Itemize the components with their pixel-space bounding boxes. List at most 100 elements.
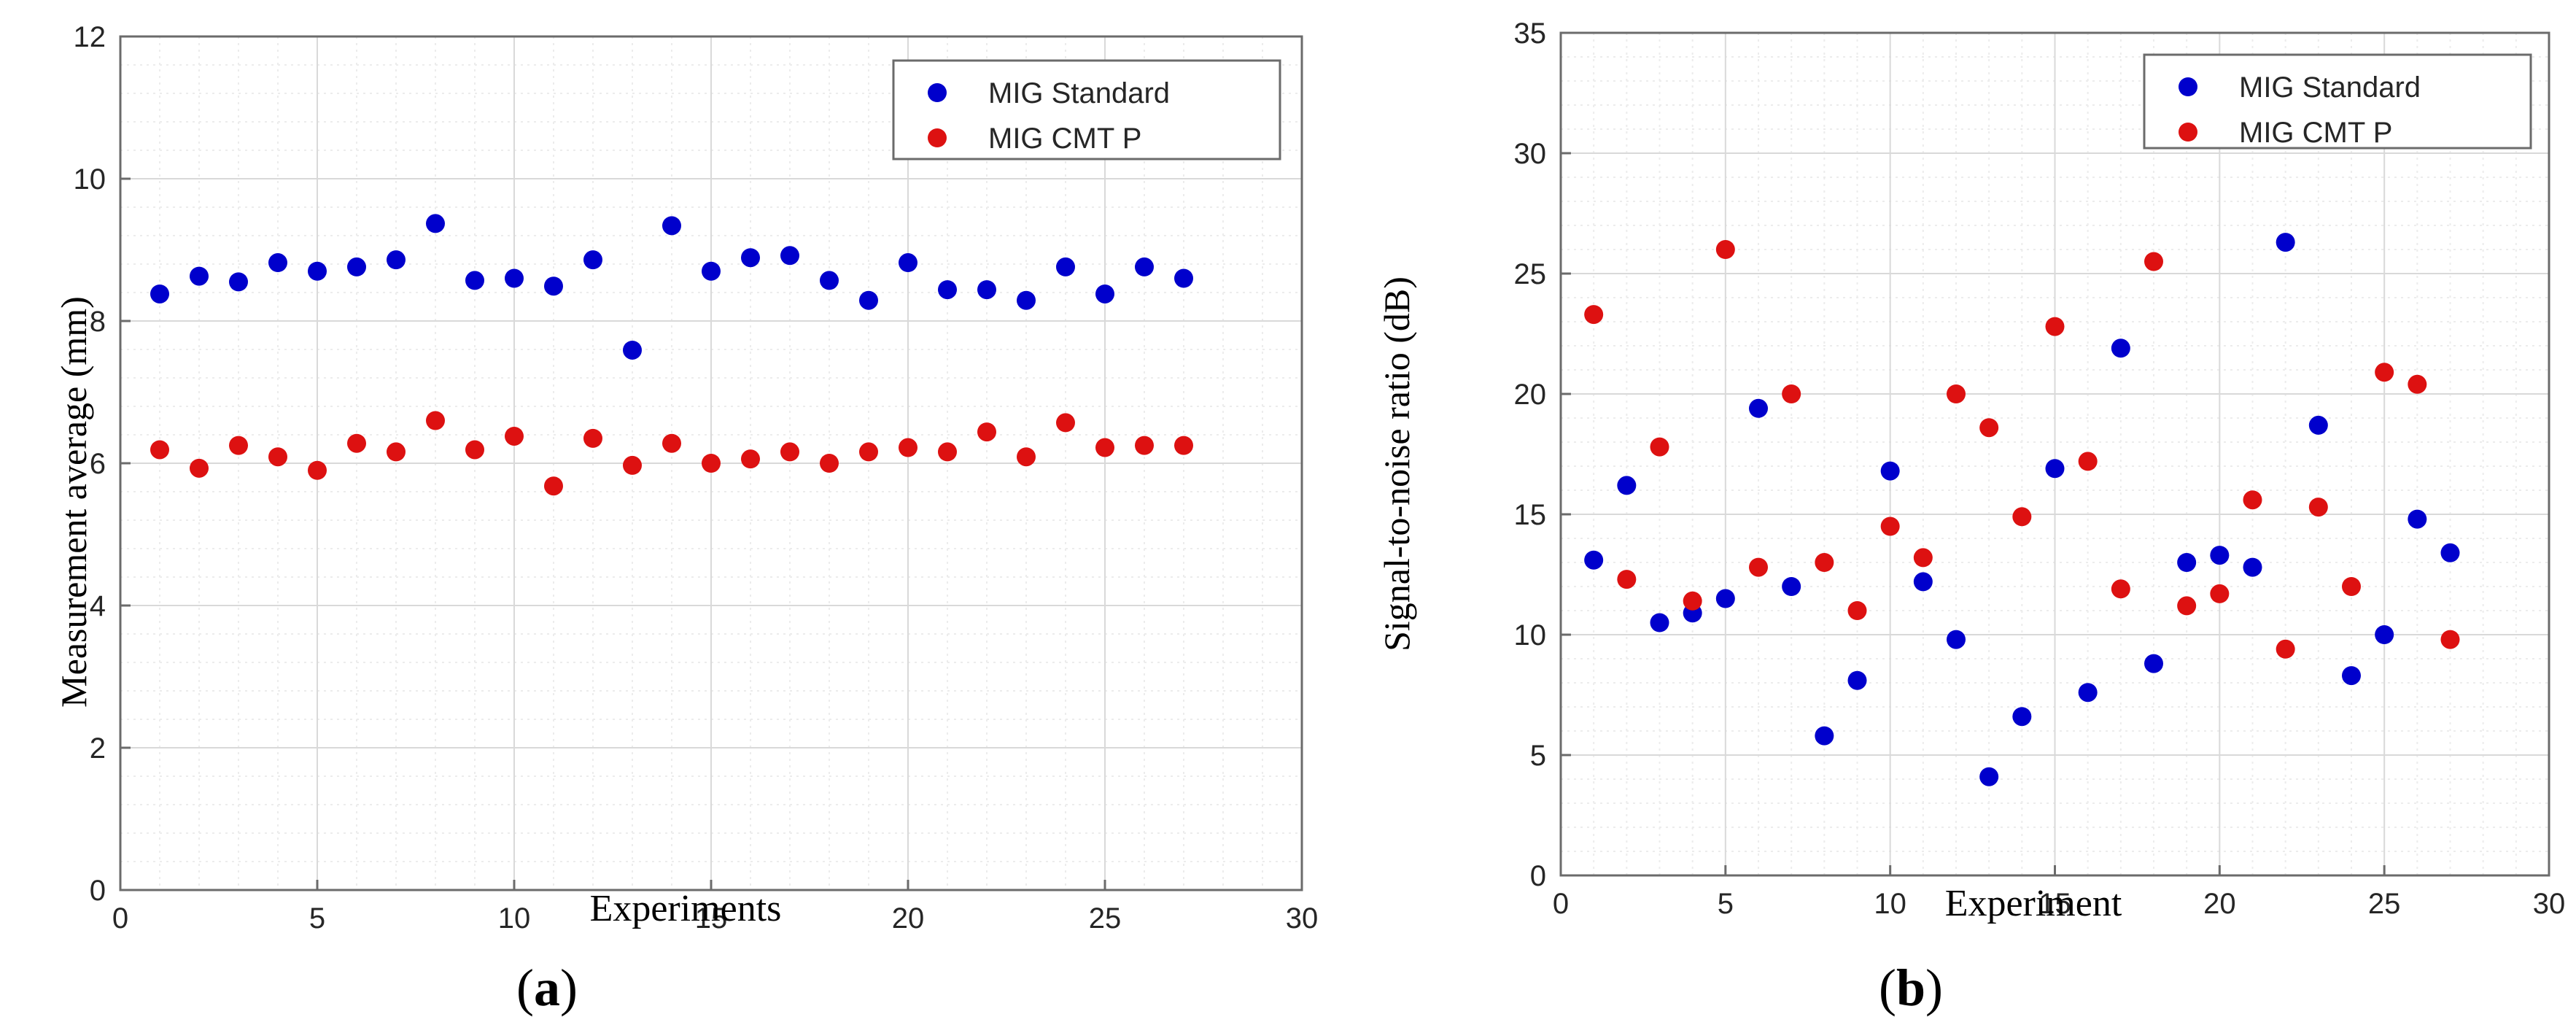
chart-a-point-cmt [702, 454, 721, 473]
chart-a-point-cmt [150, 440, 169, 460]
chart-a-point-standard [859, 290, 878, 310]
chart-a-point-cmt [1135, 436, 1154, 455]
chart-a-legend-label-standard: MIG Standard [988, 77, 1170, 109]
chart-b-point-standard [2408, 509, 2427, 529]
chart-b-point-standard [1782, 577, 1801, 596]
chart-b-x-tick-label: 15 [2038, 888, 2071, 920]
chart-b-point-standard [1617, 476, 1637, 495]
chart-b-caption: (b) [1879, 959, 1943, 1017]
chart-a-y-tick-label: 2 [90, 732, 106, 765]
chart-a-point-cmt [426, 411, 445, 430]
chart-b-point-cmt [1683, 591, 1702, 611]
chart-b-point-standard [2111, 338, 2130, 358]
chart-b-point-standard [2440, 543, 2460, 562]
chart-b-legend-marker-standard [2179, 77, 2197, 96]
chart-b-point-cmt [1617, 570, 1637, 589]
chart-b-point-standard [2045, 459, 2065, 479]
chart-a-point-standard [1056, 257, 1075, 276]
chart-b-point-cmt [2045, 317, 2065, 336]
chart-a-point-standard [465, 271, 484, 290]
chart-a-point-cmt [977, 422, 996, 442]
chart-a-point-standard [308, 261, 327, 281]
chart-a-point-standard [1017, 290, 1036, 310]
chart-b-point-cmt [2144, 252, 2163, 271]
chart-a-x-tick-label: 0 [112, 902, 128, 935]
chart-b-point-cmt [2243, 490, 2262, 510]
chart-b-y-tick-label: 20 [1514, 379, 1547, 411]
chart-a-point-cmt [820, 454, 839, 473]
chart-b-point-cmt [2111, 579, 2130, 599]
chart-b-point-cmt [1782, 384, 1801, 403]
chart-a-point-standard [820, 271, 839, 290]
chart-b-point-standard [2144, 654, 2163, 673]
chart-b-x-tick-label: 5 [1718, 888, 1734, 920]
chart-b-point-cmt [1947, 384, 1966, 403]
chart-a-legend-marker-standard [928, 83, 947, 102]
chart-b-point-standard [2210, 546, 2230, 565]
chart-a-point-cmt [505, 426, 524, 446]
chart-a-point-standard [662, 216, 681, 236]
chart-a-y-tick-label: 4 [90, 590, 106, 622]
chart-b-y-tick-label: 30 [1514, 138, 1547, 170]
chart-a-x-tick-label: 20 [892, 902, 925, 935]
chart-b-x-tick-label: 20 [2203, 888, 2236, 920]
chart-b-point-cmt [1979, 418, 1999, 438]
chart-a-point-standard [899, 253, 917, 273]
chart-a-point-standard [702, 261, 721, 281]
chart-b-legend [2143, 53, 2532, 150]
chart-a-point-cmt [465, 440, 484, 460]
chart-a-point-standard [229, 272, 248, 292]
chart-a-caption: (a) [516, 959, 578, 1017]
chart-b-x-tick-label: 25 [2368, 888, 2401, 920]
chart-b-point-standard [1715, 589, 1735, 608]
chart-a-point-standard [190, 266, 209, 286]
chart-b-legend-label-standard: MIG Standard [2239, 71, 2421, 104]
chart-b-point-cmt [1847, 601, 1867, 620]
chart-a-x-tick-label: 30 [1286, 902, 1319, 935]
chart-b-point-standard [1815, 726, 1834, 746]
chart-a-point-standard [387, 250, 406, 270]
chart-a-point-cmt [190, 458, 209, 478]
chart-b-point-standard [1880, 461, 1900, 481]
chart-b-point-standard [1749, 398, 1768, 418]
chart-b-point-standard [2243, 557, 2262, 577]
chart-a-point-cmt [780, 442, 799, 462]
chart-b-legend-marker-cmt [2179, 123, 2197, 142]
chart-b-point-cmt [2078, 452, 2098, 471]
chart-b-point-cmt [2012, 507, 2032, 527]
chart-b-point-cmt [1880, 516, 1900, 536]
chart-a-point-cmt [1056, 413, 1075, 433]
chart-a-point-cmt [308, 460, 327, 480]
chart-a-point-standard [583, 250, 602, 270]
chart-a-point-cmt [938, 442, 957, 462]
chart-a-point-standard [977, 280, 996, 300]
chart-b-point-standard [1979, 767, 1999, 786]
chart-a-point-standard [1135, 257, 1154, 276]
chart-a-point-cmt [229, 436, 248, 455]
chart-a-point-cmt [1174, 436, 1193, 455]
chart-b-point-cmt [1913, 548, 1933, 568]
chart-b-y-tick-label: 0 [1530, 860, 1546, 892]
chart-b-ylabel: Signal-to-noise ratio (dB) [1376, 276, 1417, 651]
chart-b-x-tick-label: 30 [2533, 888, 2566, 920]
chart-a-point-standard [623, 340, 642, 360]
chart-a-y-tick-label: 10 [74, 163, 106, 196]
chart-a-legend-label-cmt: MIG CMT P [988, 123, 1141, 155]
chart-a-x-tick-label: 5 [309, 902, 325, 935]
chart-b-point-cmt [1749, 557, 1768, 577]
chart-b-point-standard [2342, 666, 2361, 686]
chart-a: 0 5 10 15 20 25 30 0 2 4 6 8 10 12 MIG Standard MIG CMT… [74, 21, 1319, 935]
chart-b: 0 5 10 15 20 25 30 0 5 10 15 20 25 30 35 MIG Standard MI… [1514, 18, 2566, 920]
chart-b-point-cmt [2210, 584, 2230, 603]
chart-b-point-standard [2375, 625, 2394, 644]
chart-a-ylabel: Measurement average (mm) [53, 296, 94, 708]
chart-a-point-cmt [387, 442, 406, 462]
chart-b-point-standard [1584, 550, 1604, 570]
chart-a-point-cmt [741, 449, 760, 469]
chart-a-point-cmt [623, 455, 642, 475]
chart-a-xlabel: Experiments [590, 888, 782, 929]
chart-b-point-cmt [1650, 437, 1669, 457]
chart-b-point-cmt [1715, 240, 1735, 259]
chart-a-legend [892, 59, 1281, 160]
